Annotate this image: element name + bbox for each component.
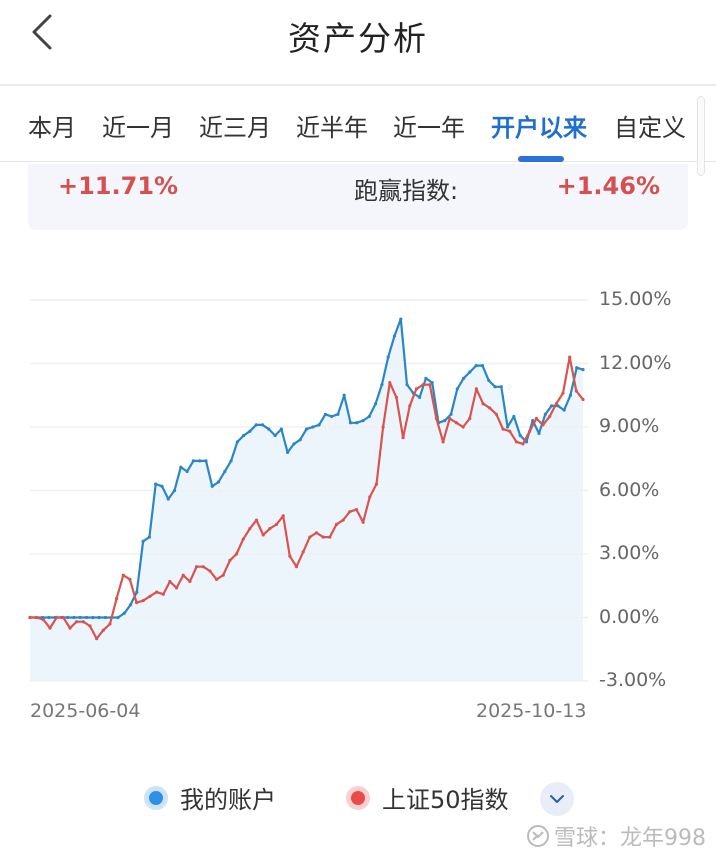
tab-this-month[interactable]: 本月 xyxy=(28,114,76,142)
beat-index-label: 跑赢指数: xyxy=(354,177,459,205)
y-axis-tick: 0.00% xyxy=(599,605,660,628)
tab-last-year[interactable]: 近一年 xyxy=(393,114,465,142)
tab-last-half-year[interactable]: 近半年 xyxy=(296,114,368,142)
account-area-fill xyxy=(30,319,583,681)
chart-legend: 我的账户 上证50指数 xyxy=(0,780,716,820)
active-tab-indicator xyxy=(518,156,564,162)
chevron-left-icon xyxy=(32,14,52,50)
tab-custom[interactable]: 自定义 xyxy=(614,114,686,142)
legend-item-sse50[interactable]: 上证50指数 xyxy=(346,780,509,815)
tab-last-month[interactable]: 近一月 xyxy=(102,114,174,142)
x-axis-start-label: 2025-06-04 xyxy=(30,700,141,722)
account-return-value: +11.71% xyxy=(58,172,179,200)
x-axis-end-label: 2025-10-13 xyxy=(476,700,587,722)
y-axis-tick: 9.00% xyxy=(599,415,660,437)
chevron-down-icon xyxy=(550,795,564,803)
legend-item-my-account[interactable]: 我的账户 xyxy=(144,780,276,815)
top-bar: 资产分析 xyxy=(0,0,716,86)
back-button[interactable] xyxy=(26,12,62,52)
legend-dot-icon xyxy=(346,785,370,810)
period-tabs: 本月 近一月 近三月 近半年 近一年 开户以来 自定义 xyxy=(0,88,716,162)
y-axis-tick: 6.00% xyxy=(599,478,660,501)
legend-dot-icon xyxy=(144,785,168,810)
tab-last-3-months[interactable]: 近三月 xyxy=(199,114,271,142)
return-line-chart[interactable] xyxy=(0,280,716,730)
beat-index-value: +1.46% xyxy=(556,172,660,200)
y-axis-tick: 15.00% xyxy=(599,288,672,310)
summary-card: +11.71% 跑赢指数: +1.46% xyxy=(28,164,688,230)
y-axis-tick: 12.00% xyxy=(599,351,672,374)
snowball-logo-icon xyxy=(527,825,549,847)
page-title: 资产分析 xyxy=(288,19,428,58)
legend-expand-button[interactable] xyxy=(540,782,574,816)
scrollbar[interactable] xyxy=(697,96,705,176)
y-axis-tick: -3.00% xyxy=(599,669,667,691)
watermark: 雪球：龙年998 xyxy=(526,820,706,852)
y-axis-tick: 3.00% xyxy=(599,542,660,564)
tab-since-opening[interactable]: 开户以来 xyxy=(491,114,587,142)
